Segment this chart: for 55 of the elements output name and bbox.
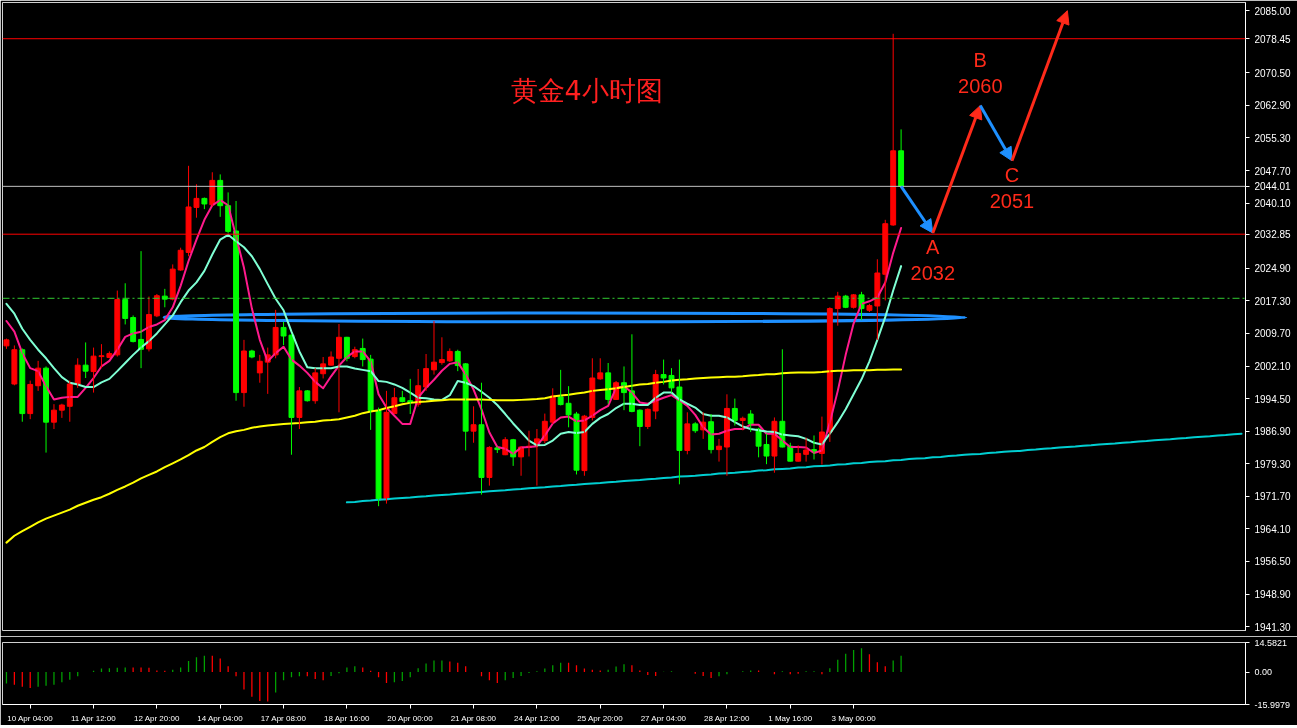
y-tick-label: 2017.30 [1254,295,1292,307]
candlestick [383,390,390,505]
annotation: C 2051 [989,163,1035,213]
candlestick [478,382,485,496]
y-tick-label: 2047.70 [1254,165,1292,177]
y-tick-label: 2085.00 [1254,5,1292,17]
y-tick-label: 1956.50 [1254,556,1292,568]
y-tick-label: 1971.70 [1254,491,1292,503]
y-tick-label: -15.9979 [1254,699,1291,710]
y-tick-label: 1979.30 [1254,458,1292,470]
candlestick [486,445,493,487]
candlestick [375,407,382,507]
y-tick-label: 2002.10 [1254,361,1292,373]
ref-line-label: 2078.45 [1254,33,1292,45]
line-series [345,432,1243,504]
y-tick-label: 2070.50 [1254,67,1292,79]
annotation: B 2060 [958,49,1003,98]
ref-line-label: 2044.01 [1254,181,1292,193]
annotation: A 2032 [910,235,956,285]
x-tick-label: 20 Apr 00:00 [387,713,434,723]
x-tick-label: 27 Apr 04:00 [640,713,687,723]
candlestick [597,357,604,381]
text: 黄金4小时图 [510,75,663,106]
x-tick-label: 18 Apr 16:00 [323,713,370,723]
x-tick-label: 1 May 16:00 [768,713,813,723]
y-tick-label: 1964.10 [1254,523,1292,535]
y-tick-label: 2055.30 [1254,132,1292,144]
x-tick-label: 3 May 00:00 [831,713,877,723]
x-tick-label: 17 Apr 08:00 [260,713,307,723]
x-tick-label: 10 Apr 04:00 [7,713,54,723]
y-tick-label: 2009.70 [1254,328,1292,340]
y-tick-label: 1941.30 [1254,621,1292,633]
candlestick [581,414,588,477]
x-tick-label: 24 Apr 12:00 [514,713,560,723]
y-tick-label: 2024.90 [1254,263,1292,275]
x-tick-label: 11 Apr 12:00 [70,713,117,723]
x-tick-label: 21 Apr 08:00 [450,713,497,723]
x-tick-label: 28 Apr 12:00 [704,713,750,723]
y-tick-label: 1948.90 [1254,589,1292,601]
x-tick-label: 14 Apr 04:00 [197,713,244,723]
y-tick-label: 1994.50 [1254,393,1292,405]
y-tick-label: 0.00 [1254,667,1273,678]
ref-line-label: 2032.85 [1254,229,1292,241]
y-tick-label: 2040.10 [1254,198,1292,210]
line-series [5,368,903,544]
y-tick-label: 1986.90 [1254,426,1292,438]
candlestick [850,293,857,310]
candlestick [470,405,477,444]
candlestick [3,338,10,350]
candlestick [866,303,873,313]
y-tick-label: 14.5821 [1254,637,1288,648]
x-tick-label: 12 Apr 20:00 [133,713,180,723]
candlestick [161,288,168,308]
y-tick-label: 2062.90 [1254,100,1292,112]
x-tick-label: 25 Apr 20:00 [577,713,624,723]
